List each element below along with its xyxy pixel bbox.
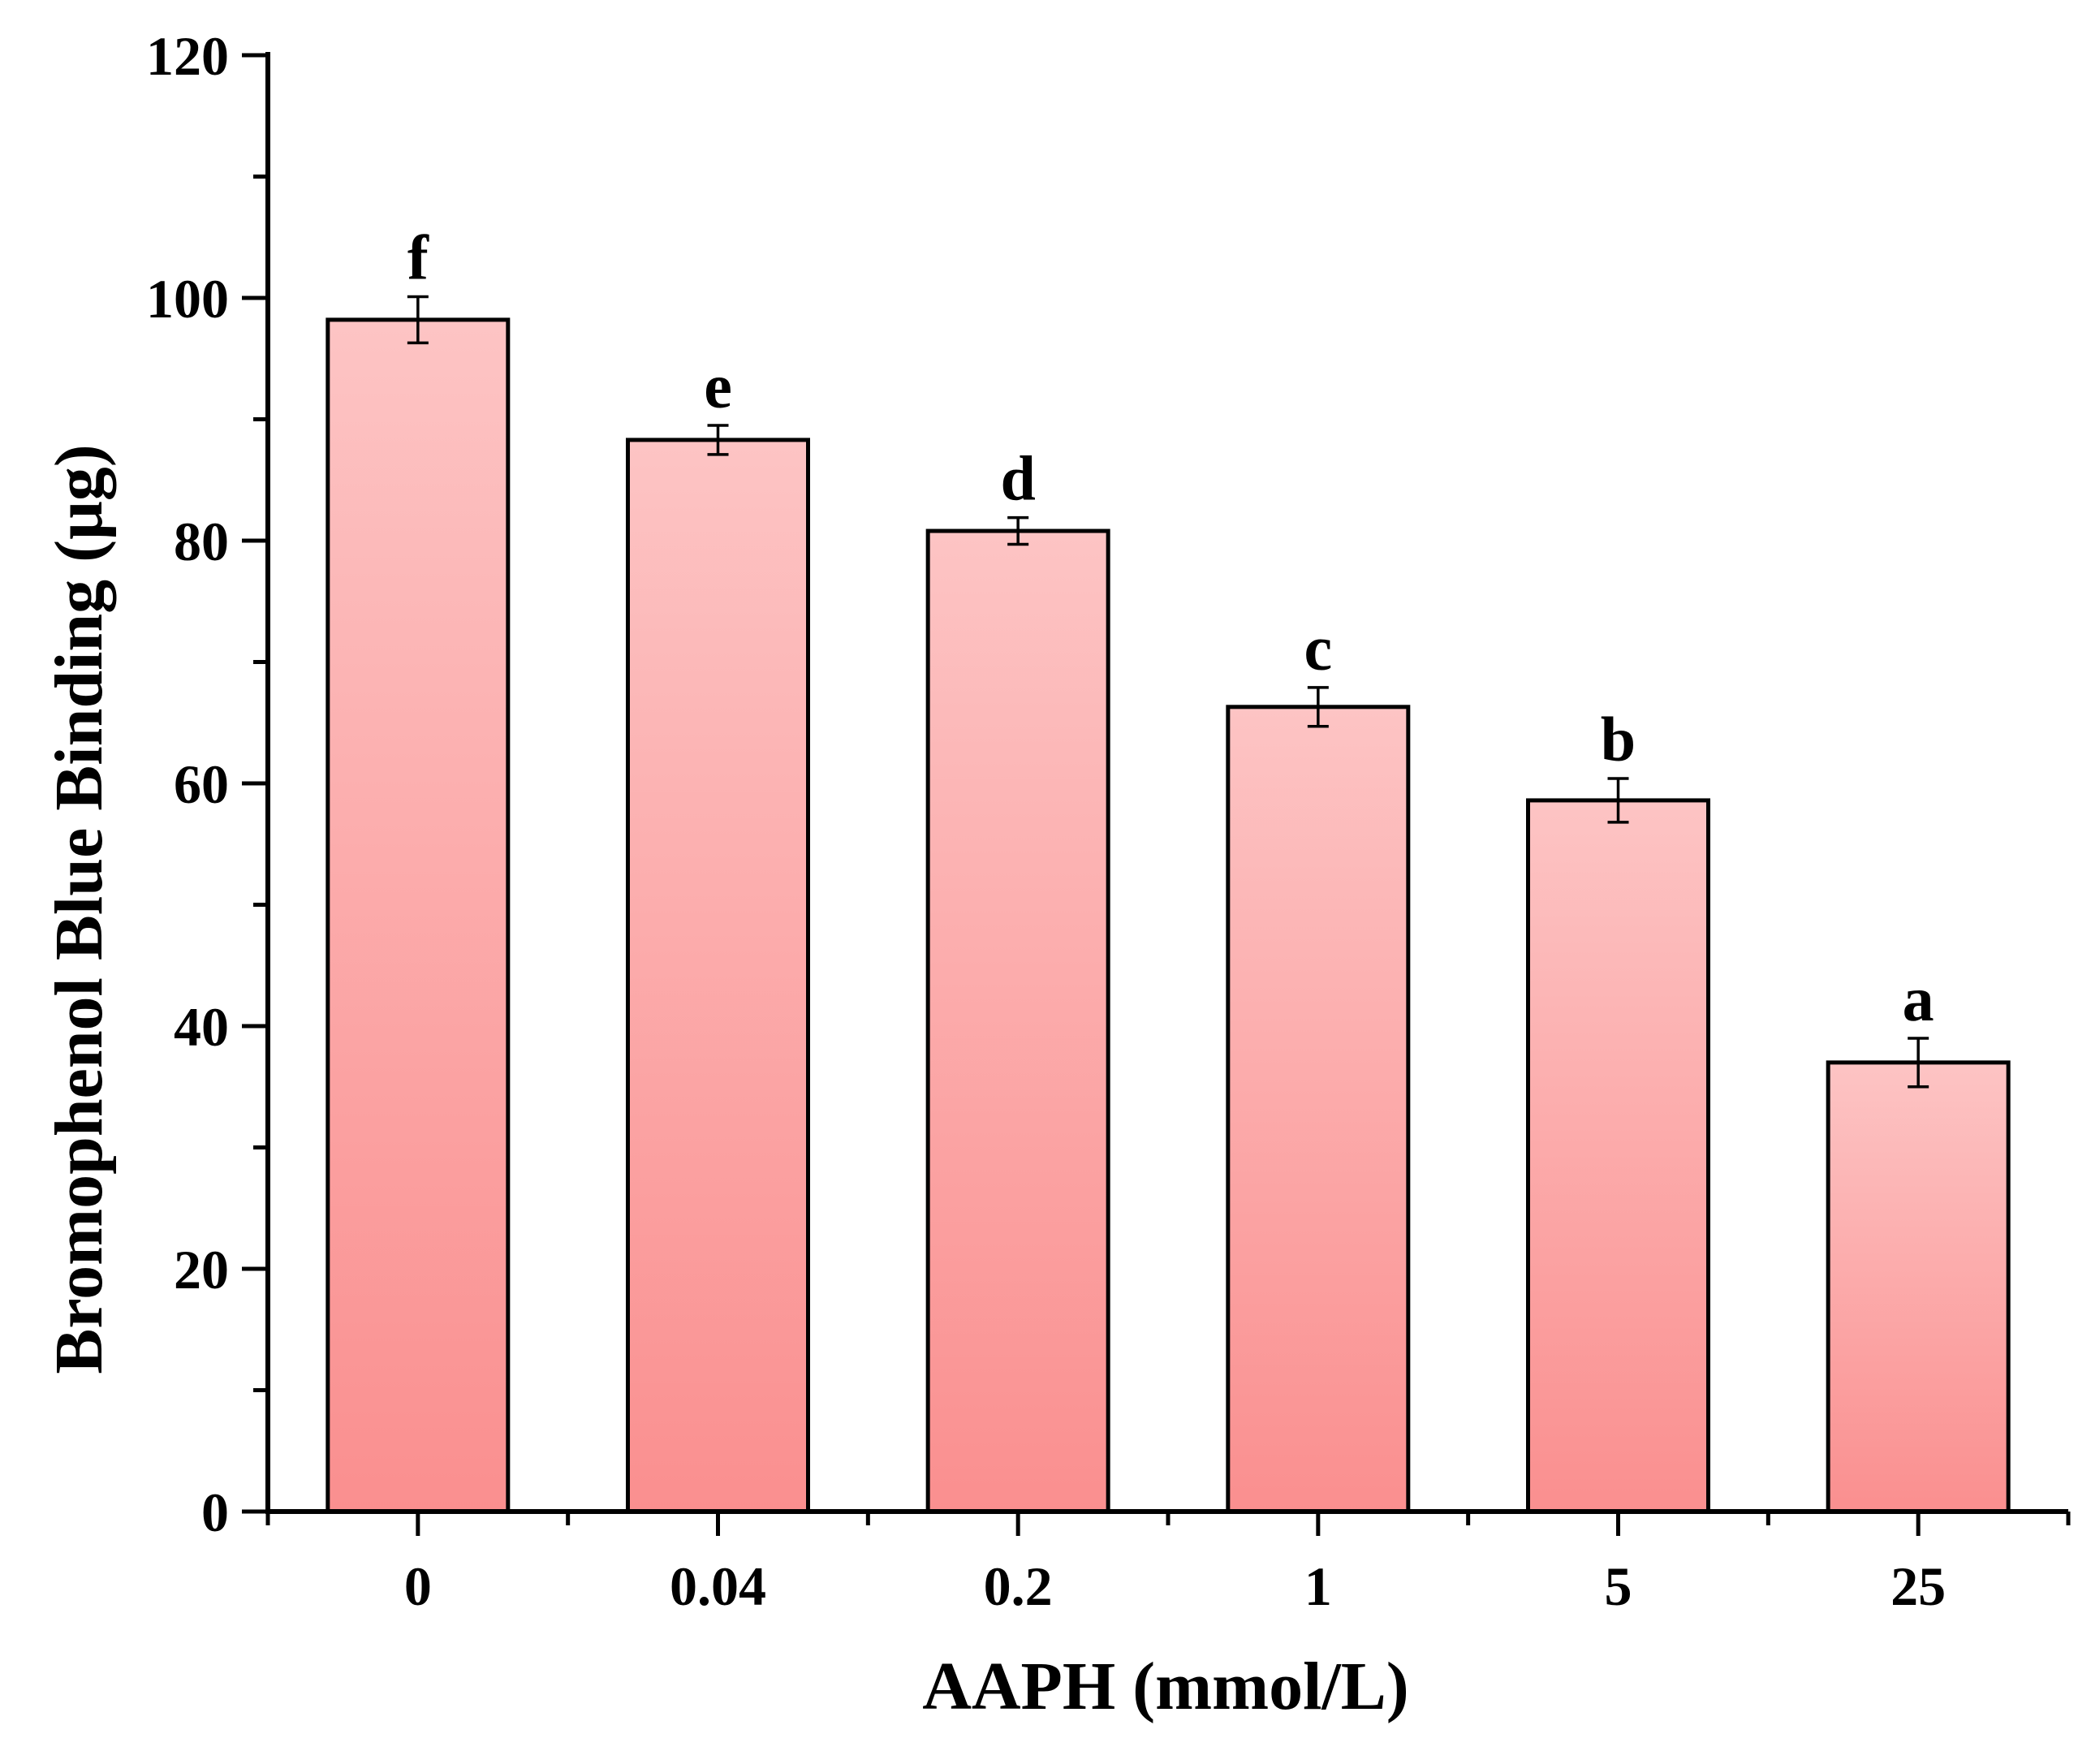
y-tick-label: 0	[201, 1482, 229, 1543]
bar	[1826, 1060, 2011, 1514]
y-tick-label: 20	[174, 1239, 229, 1300]
bar	[1226, 705, 1411, 1514]
significance-letter: c	[1304, 613, 1333, 684]
significance-letter: e	[704, 351, 732, 421]
significance-letter: f	[407, 222, 429, 293]
y-tick-label: 60	[174, 753, 229, 815]
y-tick-label: 120	[146, 25, 229, 87]
bar	[1526, 798, 1710, 1514]
significance-letter: a	[1903, 964, 1934, 1034]
significance-letter: d	[1000, 443, 1035, 514]
x-tick-label: 25	[1891, 1555, 1946, 1617]
bar	[326, 317, 511, 1514]
x-tick-label: 0.04	[670, 1555, 766, 1617]
y-tick-label: 100	[146, 268, 229, 330]
x-tick-label: 0	[404, 1555, 432, 1617]
x-tick-label: 5	[1605, 1555, 1632, 1617]
axes-layer: 0 20 40 60 80 100 120 0 0.04 0.2 1 5 25	[146, 25, 2071, 1617]
bars-layer: f e d c b a	[326, 222, 2011, 1514]
y-axis-title: Bromophenol Blue Binding (μg)	[41, 444, 117, 1374]
x-tick-label: 1	[1304, 1555, 1332, 1617]
x-axis-title: AAPH (mmol/L)	[922, 1649, 1409, 1724]
x-tick-label: 0.2	[984, 1555, 1053, 1617]
bar	[626, 438, 810, 1514]
y-tick-label: 80	[174, 511, 229, 572]
significance-letter: b	[1601, 704, 1636, 774]
y-tick-label: 40	[174, 996, 229, 1058]
bar	[925, 528, 1110, 1514]
